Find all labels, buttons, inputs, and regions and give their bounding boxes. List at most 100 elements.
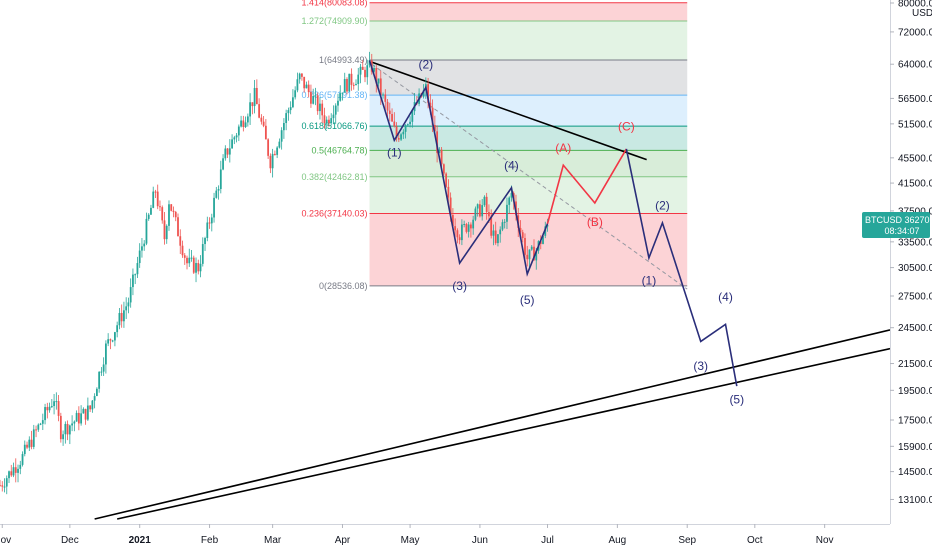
candle-body [474,208,477,220]
candle-body [111,340,114,342]
candle-body [433,124,436,132]
candle-body [147,214,150,219]
candle-body [388,110,391,115]
candle-body [409,121,411,125]
candle-body [359,66,362,75]
candle-body [481,205,484,217]
fib-level-label: 1.414(80083.08) [301,0,367,8]
candle-body [364,69,366,78]
candle-body [456,230,459,238]
price-tick-label: 24500.00 [898,323,932,334]
candle-body [391,114,393,122]
candle-body [30,439,33,447]
price-tick-label: 21500.00 [898,359,932,370]
trendline-lower[interactable] [116,347,891,520]
candle-body [156,191,159,207]
candle-body [479,204,481,217]
candle-body [179,236,182,246]
elliott-wave-primary[interactable] [368,60,549,277]
fib-zone [369,176,688,214]
wave-label: (1) [387,146,402,160]
candle-body [533,246,535,261]
candle-body [181,245,184,256]
candle-body [440,149,443,165]
candle-body [242,120,245,127]
wave-label: (B) [587,215,603,229]
candle-body [208,222,211,224]
candle-body [251,102,254,107]
trendline-descending[interactable] [371,61,647,161]
price-tick-label: 30500.00 [898,263,932,274]
candle-body [104,343,107,365]
candle-body [240,120,242,127]
elliott-waves[interactable] [368,60,738,387]
candle-body [44,407,46,421]
candle-body [373,67,375,72]
fib-zone [369,213,688,286]
candle-body [39,423,42,425]
trendline-upper[interactable] [94,329,891,520]
price-tick-label: 37500.00 [898,206,932,217]
candle-body [321,103,324,116]
candle-body [273,153,276,155]
candle-body [328,119,330,124]
candle-body [379,78,382,96]
elliott-wave-projection[interactable] [625,148,738,387]
candle-body [431,107,434,125]
candle-body [497,234,499,244]
candle-body [201,244,204,264]
candle-body [206,222,209,238]
candle-body [132,274,134,288]
candle-body [393,121,396,127]
price-tick-label: 15900.00 [898,442,932,453]
candle-body [289,107,292,111]
candle-body [109,339,112,341]
time-tick-label: Jul [541,535,554,546]
candle-body [296,79,299,91]
price-tick-label: 14500.00 [898,467,932,478]
candle-body [186,257,188,264]
candle-body [129,287,132,303]
candle-body [341,92,344,94]
fib-level-label: 0.236(37140.03) [301,209,367,219]
candle-body [118,312,121,326]
candle-body [64,423,67,435]
candle-body [488,211,490,217]
candle-body [161,207,164,221]
price-tick-label: 51500.00 [898,119,932,130]
trendlines[interactable] [94,61,891,520]
candle-body [55,401,58,403]
fib-level-label: 0.5(46764.78) [311,145,367,155]
candle-body [546,225,549,227]
candle-body [172,210,175,212]
candle-body [50,406,53,408]
time-axis[interactable]: Nov Dec 2021 Feb Mar Apr May Jun Jul Aug Sep Oct Nov [0,524,890,546]
candle-body [422,90,425,97]
wave-label: (3) [452,279,467,293]
candle-body [316,95,319,112]
candle-body [352,84,355,86]
candle-body [244,122,247,127]
candle-body [233,137,236,140]
candle-body [80,413,83,424]
last-price-tag [862,212,930,239]
fib-retracement[interactable]: 0(28536.08) 0.236(37140.03) 0.382(42462.81… [301,0,688,291]
candle-body [310,92,312,104]
trendline-dashed[interactable] [371,63,688,290]
candle-body [226,148,229,155]
candle-body [350,73,353,85]
candle-body [41,420,44,424]
candle-body [429,102,432,108]
candle-body [134,274,137,276]
candle-body [411,111,414,122]
price-axis[interactable]: 13100.00 14500.00 15900.00 17500.00 19500.00… [890,0,932,524]
candle-body [21,454,24,465]
abc-correction-wave[interactable] [546,148,628,224]
candle-body [127,302,130,307]
time-tick-label: Feb [201,535,219,546]
candle-body [46,407,49,411]
candle-body [154,191,157,193]
candle-body [267,139,270,156]
